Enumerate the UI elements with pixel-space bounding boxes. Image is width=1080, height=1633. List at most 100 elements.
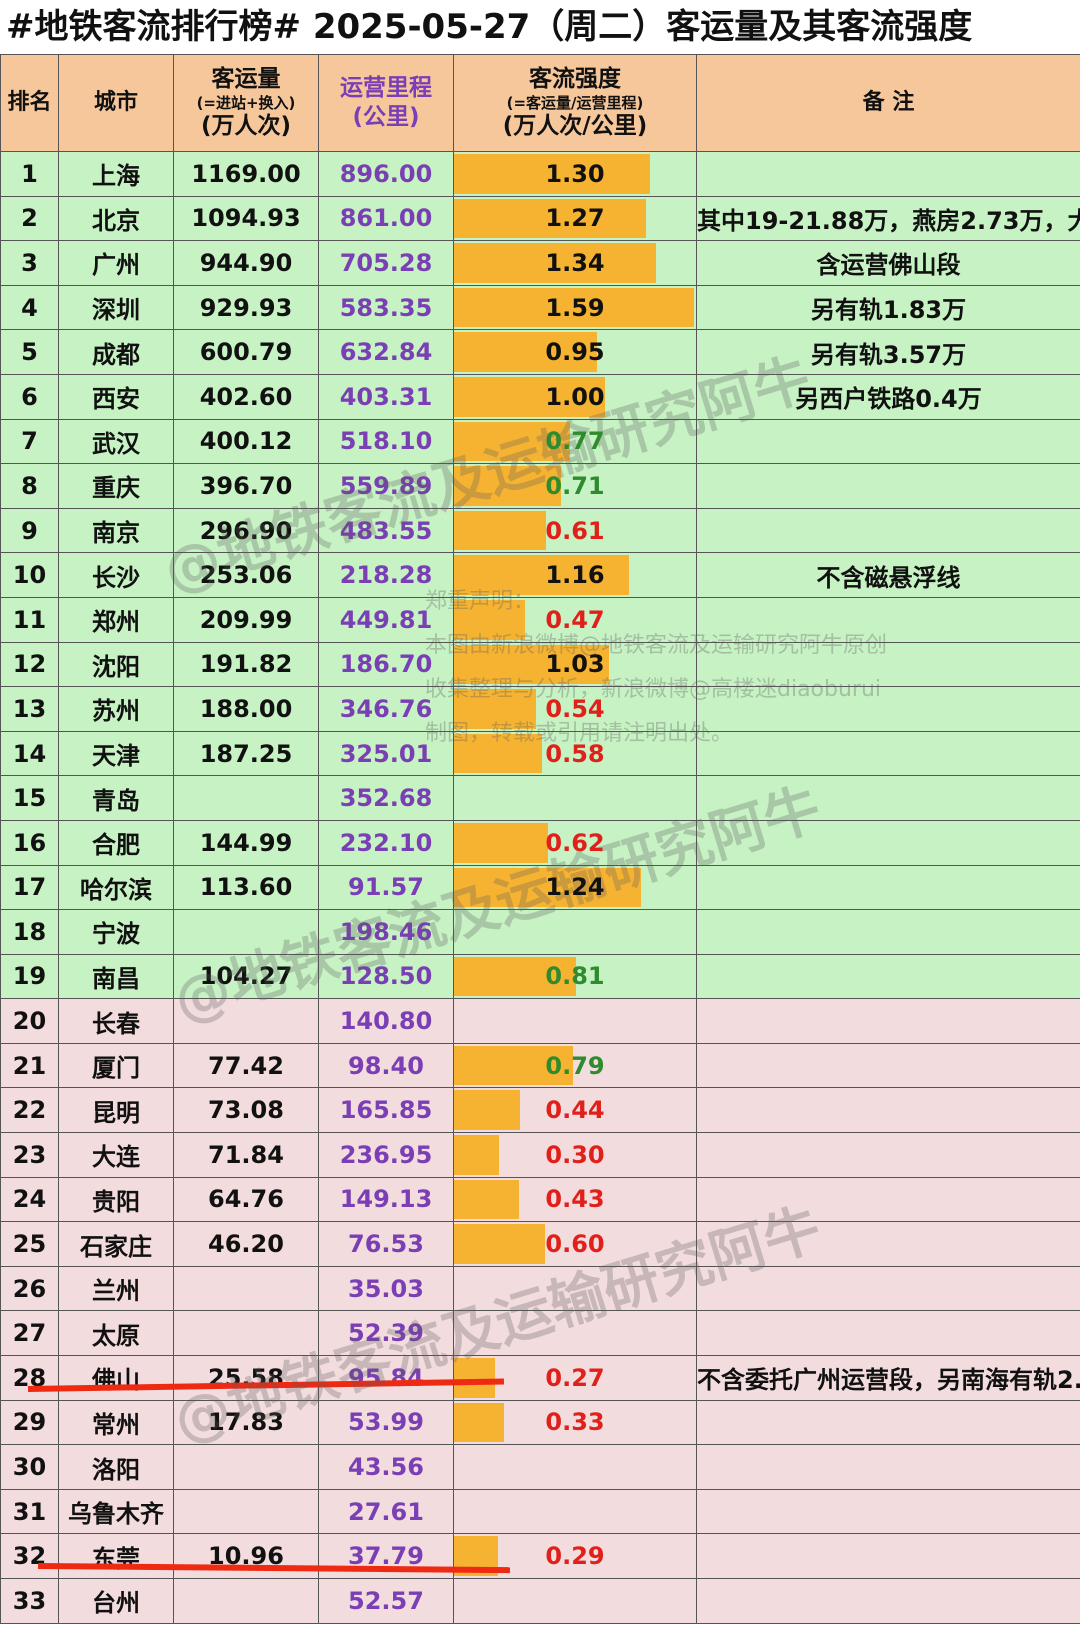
rank-cell: 21 — [0, 1042, 59, 1089]
rank-cell: 32 — [0, 1533, 59, 1579]
ridership-cell: 25.58 — [173, 1355, 319, 1401]
table-row: 29 常州 17.83 53.99 0.33 — [0, 1399, 1080, 1446]
ridership-cell: 191.82 — [173, 641, 319, 688]
header-ridership: 客运量 (=进站+换入) (万人次) — [173, 54, 319, 152]
note-cell — [696, 596, 1080, 643]
table-row: 17 哈尔滨 113.60 91.57 1.24 — [0, 864, 1080, 911]
mileage-cell: 232.10 — [318, 819, 454, 866]
note-cell — [696, 1042, 1080, 1089]
table-row: 19 南昌 104.27 128.50 0.81 — [0, 953, 1080, 1000]
intensity-cell — [453, 1310, 697, 1357]
rank-cell: 9 — [0, 507, 59, 554]
table-row: 33 台州 52.57 — [0, 1578, 1080, 1624]
rank-cell: 2 — [0, 195, 59, 242]
ridership-cell: 400.12 — [173, 418, 319, 465]
rank-cell: 26 — [0, 1265, 59, 1312]
intensity-value: 1.00 — [545, 382, 605, 411]
note-cell — [696, 1488, 1080, 1535]
rank-cell: 33 — [0, 1578, 59, 1624]
intensity-cell: 1.00 — [453, 373, 697, 420]
table-row: 14 天津 187.25 325.01 0.58 — [0, 730, 1080, 777]
mileage-cell: 896.00 — [318, 151, 454, 197]
ridership-cell: 46.20 — [173, 1221, 319, 1267]
note-cell — [696, 151, 1080, 197]
intensity-value: 0.81 — [545, 962, 605, 991]
header-ridership-formula: (=进站+换入) — [196, 93, 296, 112]
intensity-cell — [453, 1488, 697, 1535]
city-cell: 长春 — [58, 998, 174, 1044]
rank-cell: 23 — [0, 1132, 59, 1178]
note-cell — [696, 1221, 1080, 1267]
header-mileage-title: 运营里程 — [340, 75, 432, 102]
mileage-cell: 449.81 — [318, 596, 454, 643]
intensity-cell: 0.79 — [453, 1042, 697, 1089]
intensity-bar — [454, 1179, 519, 1220]
intensity-value: 0.58 — [545, 739, 605, 768]
rank-cell: 3 — [0, 240, 59, 286]
table-row: 24 贵阳 64.76 149.13 0.43 — [0, 1176, 1080, 1223]
city-cell: 兰州 — [58, 1265, 174, 1312]
city-cell: 西安 — [58, 373, 174, 420]
note-cell: 其中19-21.88万，燕房2.73万，大机4.31万 — [696, 195, 1080, 242]
table-row: 5 成都 600.79 632.84 0.95 另有轨3.57万 — [0, 329, 1080, 375]
intensity-bar — [454, 822, 548, 863]
header-intensity-title: 客流强度 — [529, 65, 621, 92]
intensity-cell — [453, 775, 697, 821]
mileage-cell: 91.57 — [318, 864, 454, 911]
mileage-cell: 149.13 — [318, 1176, 454, 1223]
table-row: 10 长沙 253.06 218.28 1.16 不含磁悬浮线 — [0, 552, 1080, 598]
ridership-cell: 402.60 — [173, 373, 319, 420]
intensity-bar — [454, 867, 642, 908]
city-cell: 郑州 — [58, 596, 174, 643]
ridership-cell: 17.83 — [173, 1399, 319, 1446]
city-cell: 佛山 — [58, 1355, 174, 1401]
ridership-cell: 104.27 — [173, 953, 319, 1000]
header-intensity-formula: (=客运量/运营里程) — [506, 93, 644, 112]
intensity-cell: 0.29 — [453, 1533, 697, 1579]
rank-cell: 13 — [0, 686, 59, 732]
intensity-value: 1.03 — [545, 650, 605, 679]
intensity-cell: 0.43 — [453, 1176, 697, 1223]
intensity-cell: 1.27 — [453, 195, 697, 242]
city-cell: 东莞 — [58, 1533, 174, 1579]
intensity-value: 0.54 — [545, 694, 605, 723]
intensity-value: 1.27 — [545, 204, 605, 233]
note-cell — [696, 1310, 1080, 1357]
table-row: 16 合肥 144.99 232.10 0.62 — [0, 819, 1080, 866]
mileage-cell: 583.35 — [318, 284, 454, 331]
intensity-cell: 0.30 — [453, 1132, 697, 1178]
intensity-bar — [454, 332, 598, 372]
city-cell: 成都 — [58, 329, 174, 375]
rank-cell: 1 — [0, 151, 59, 197]
table-row: 13 苏州 188.00 346.76 0.54 — [0, 686, 1080, 732]
rank-cell: 18 — [0, 909, 59, 955]
ridership-cell: 77.42 — [173, 1042, 319, 1089]
rank-cell: 17 — [0, 864, 59, 911]
intensity-cell: 0.95 — [453, 329, 697, 375]
intensity-value: 1.24 — [545, 873, 605, 902]
mileage-cell: 35.03 — [318, 1265, 454, 1312]
intensity-bar — [454, 466, 562, 506]
mileage-cell: 198.46 — [318, 909, 454, 955]
mileage-cell: 165.85 — [318, 1087, 454, 1134]
intensity-cell: 0.81 — [453, 953, 697, 1000]
ridership-cell: 10.96 — [173, 1533, 319, 1579]
note-cell: 含运营佛山段 — [696, 240, 1080, 286]
ridership-cell: 144.99 — [173, 819, 319, 866]
intensity-cell: 1.34 — [453, 240, 697, 286]
table-row: 31 乌鲁木齐 27.61 — [0, 1488, 1080, 1535]
intensity-bar — [454, 198, 646, 239]
mileage-cell: 236.95 — [318, 1132, 454, 1178]
table-row: 9 南京 296.90 483.55 0.61 — [0, 507, 1080, 554]
table-row: 32 东莞 10.96 37.79 0.29 — [0, 1533, 1080, 1579]
intensity-cell: 1.59 — [453, 284, 697, 331]
intensity-value: 0.95 — [545, 338, 605, 367]
city-cell: 苏州 — [58, 686, 174, 732]
intensity-bar — [454, 956, 577, 997]
note-cell — [696, 775, 1080, 821]
intensity-cell — [453, 1265, 697, 1312]
mileage-cell: 218.28 — [318, 552, 454, 598]
note-cell — [696, 730, 1080, 777]
intensity-value: 0.30 — [545, 1140, 605, 1169]
intensity-value: 1.34 — [545, 248, 605, 277]
